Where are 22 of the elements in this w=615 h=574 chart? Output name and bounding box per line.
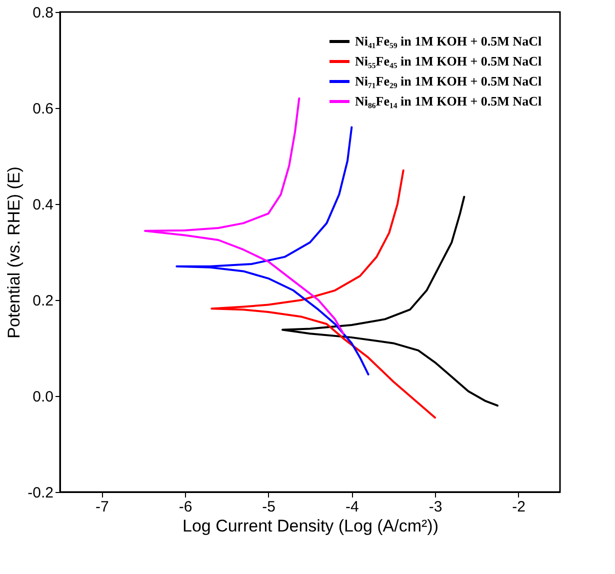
y-tick-label: 0.2 — [32, 292, 54, 310]
x-axis-title: Log Current Density (Log (A/cm²)) — [182, 516, 439, 536]
y-tick-label: 0.0 — [32, 388, 54, 406]
x-tick-label: -6 — [178, 498, 192, 516]
line-series — [176, 126, 370, 376]
x-tick-label: -2 — [512, 498, 526, 516]
y-tick-label: -0.2 — [28, 484, 54, 502]
legend-label: Ni₅₅Fe₄₅ in 1M KOH + 0.5M NaCl — [355, 54, 542, 68]
line-series — [282, 196, 498, 407]
y-tick-label: 0.6 — [32, 100, 54, 118]
legend-label: Ni₈₆Fe₁₄ in 1M KOH + 0.5M NaCl — [355, 94, 542, 108]
y-axis-title: Potential (vs. RHE) (E) — [4, 166, 24, 338]
legend-label: Ni₄₁Fe₅₉ in 1M KOH + 0.5M NaCl — [355, 34, 542, 48]
y-tick-label: 0.4 — [32, 196, 54, 214]
line-series — [210, 169, 436, 419]
legend-label: Ni₇₁Fe₂₉ in 1M KOH + 0.5M NaCl — [355, 74, 542, 88]
x-tick-label: -7 — [95, 498, 109, 516]
x-tick-label: -5 — [262, 498, 276, 516]
line-series — [144, 97, 344, 335]
y-tick-label: 0.8 — [32, 4, 54, 22]
x-tick-label: -4 — [345, 498, 359, 516]
x-tick-label: -3 — [428, 498, 442, 516]
